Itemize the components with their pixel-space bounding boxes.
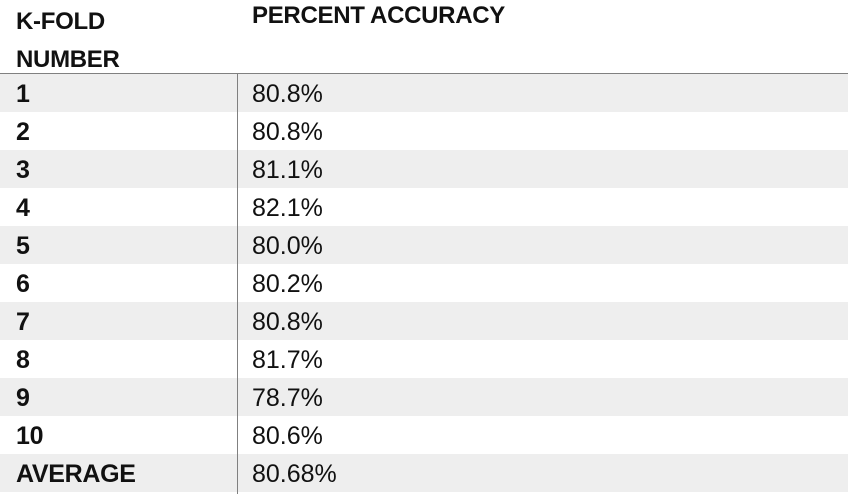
fold-cell: 8 [16,346,30,374]
header-kfold-number: K-FOLD NUMBER [16,3,216,79]
table-row: 9 78.7% [0,378,848,416]
accuracy-cell: 80.6% [252,422,323,450]
average-accuracy-cell: 80.68% [252,460,337,488]
fold-cell: 3 [16,156,30,184]
fold-cell: 7 [16,308,30,336]
header-kfold-line1: K-FOLD [16,8,105,35]
table-row: 7 80.8% [0,302,848,340]
fold-cell: 6 [16,270,30,298]
header-percent-accuracy: PERCENT ACCURACY [252,2,505,29]
fold-cell: 1 [16,80,30,108]
average-label-cell: AVERAGE [16,460,136,488]
accuracy-cell: 78.7% [252,384,323,412]
table-body: 1 80.8% 2 80.8% 3 81.1% 4 82.1% 5 80.0% … [0,74,848,492]
fold-cell: 10 [16,422,44,450]
table-row: 10 80.6% [0,416,848,454]
accuracy-cell: 80.0% [252,232,323,260]
table-row: 4 82.1% [0,188,848,226]
table-row: 5 80.0% [0,226,848,264]
fold-cell: 2 [16,118,30,146]
table-row: 1 80.8% [0,74,848,112]
table-row: 2 80.8% [0,112,848,150]
table-row: 3 81.1% [0,150,848,188]
table-row: 6 80.2% [0,264,848,302]
accuracy-cell: 81.1% [252,156,323,184]
accuracy-cell: 80.2% [252,270,323,298]
header-divider [0,73,848,74]
accuracy-cell: 80.8% [252,118,323,146]
header-kfold-line2: NUMBER [16,46,120,73]
table-row-average: AVERAGE 80.68% [0,454,848,492]
table-header: K-FOLD NUMBER PERCENT ACCURACY [0,0,848,74]
accuracy-cell: 80.8% [252,80,323,108]
column-divider [237,73,238,494]
fold-cell: 9 [16,384,30,412]
fold-cell: 5 [16,232,30,260]
accuracy-cell: 80.8% [252,308,323,336]
table-row: 8 81.7% [0,340,848,378]
accuracy-cell: 81.7% [252,346,323,374]
fold-cell: 4 [16,194,30,222]
accuracy-cell: 82.1% [252,194,323,222]
